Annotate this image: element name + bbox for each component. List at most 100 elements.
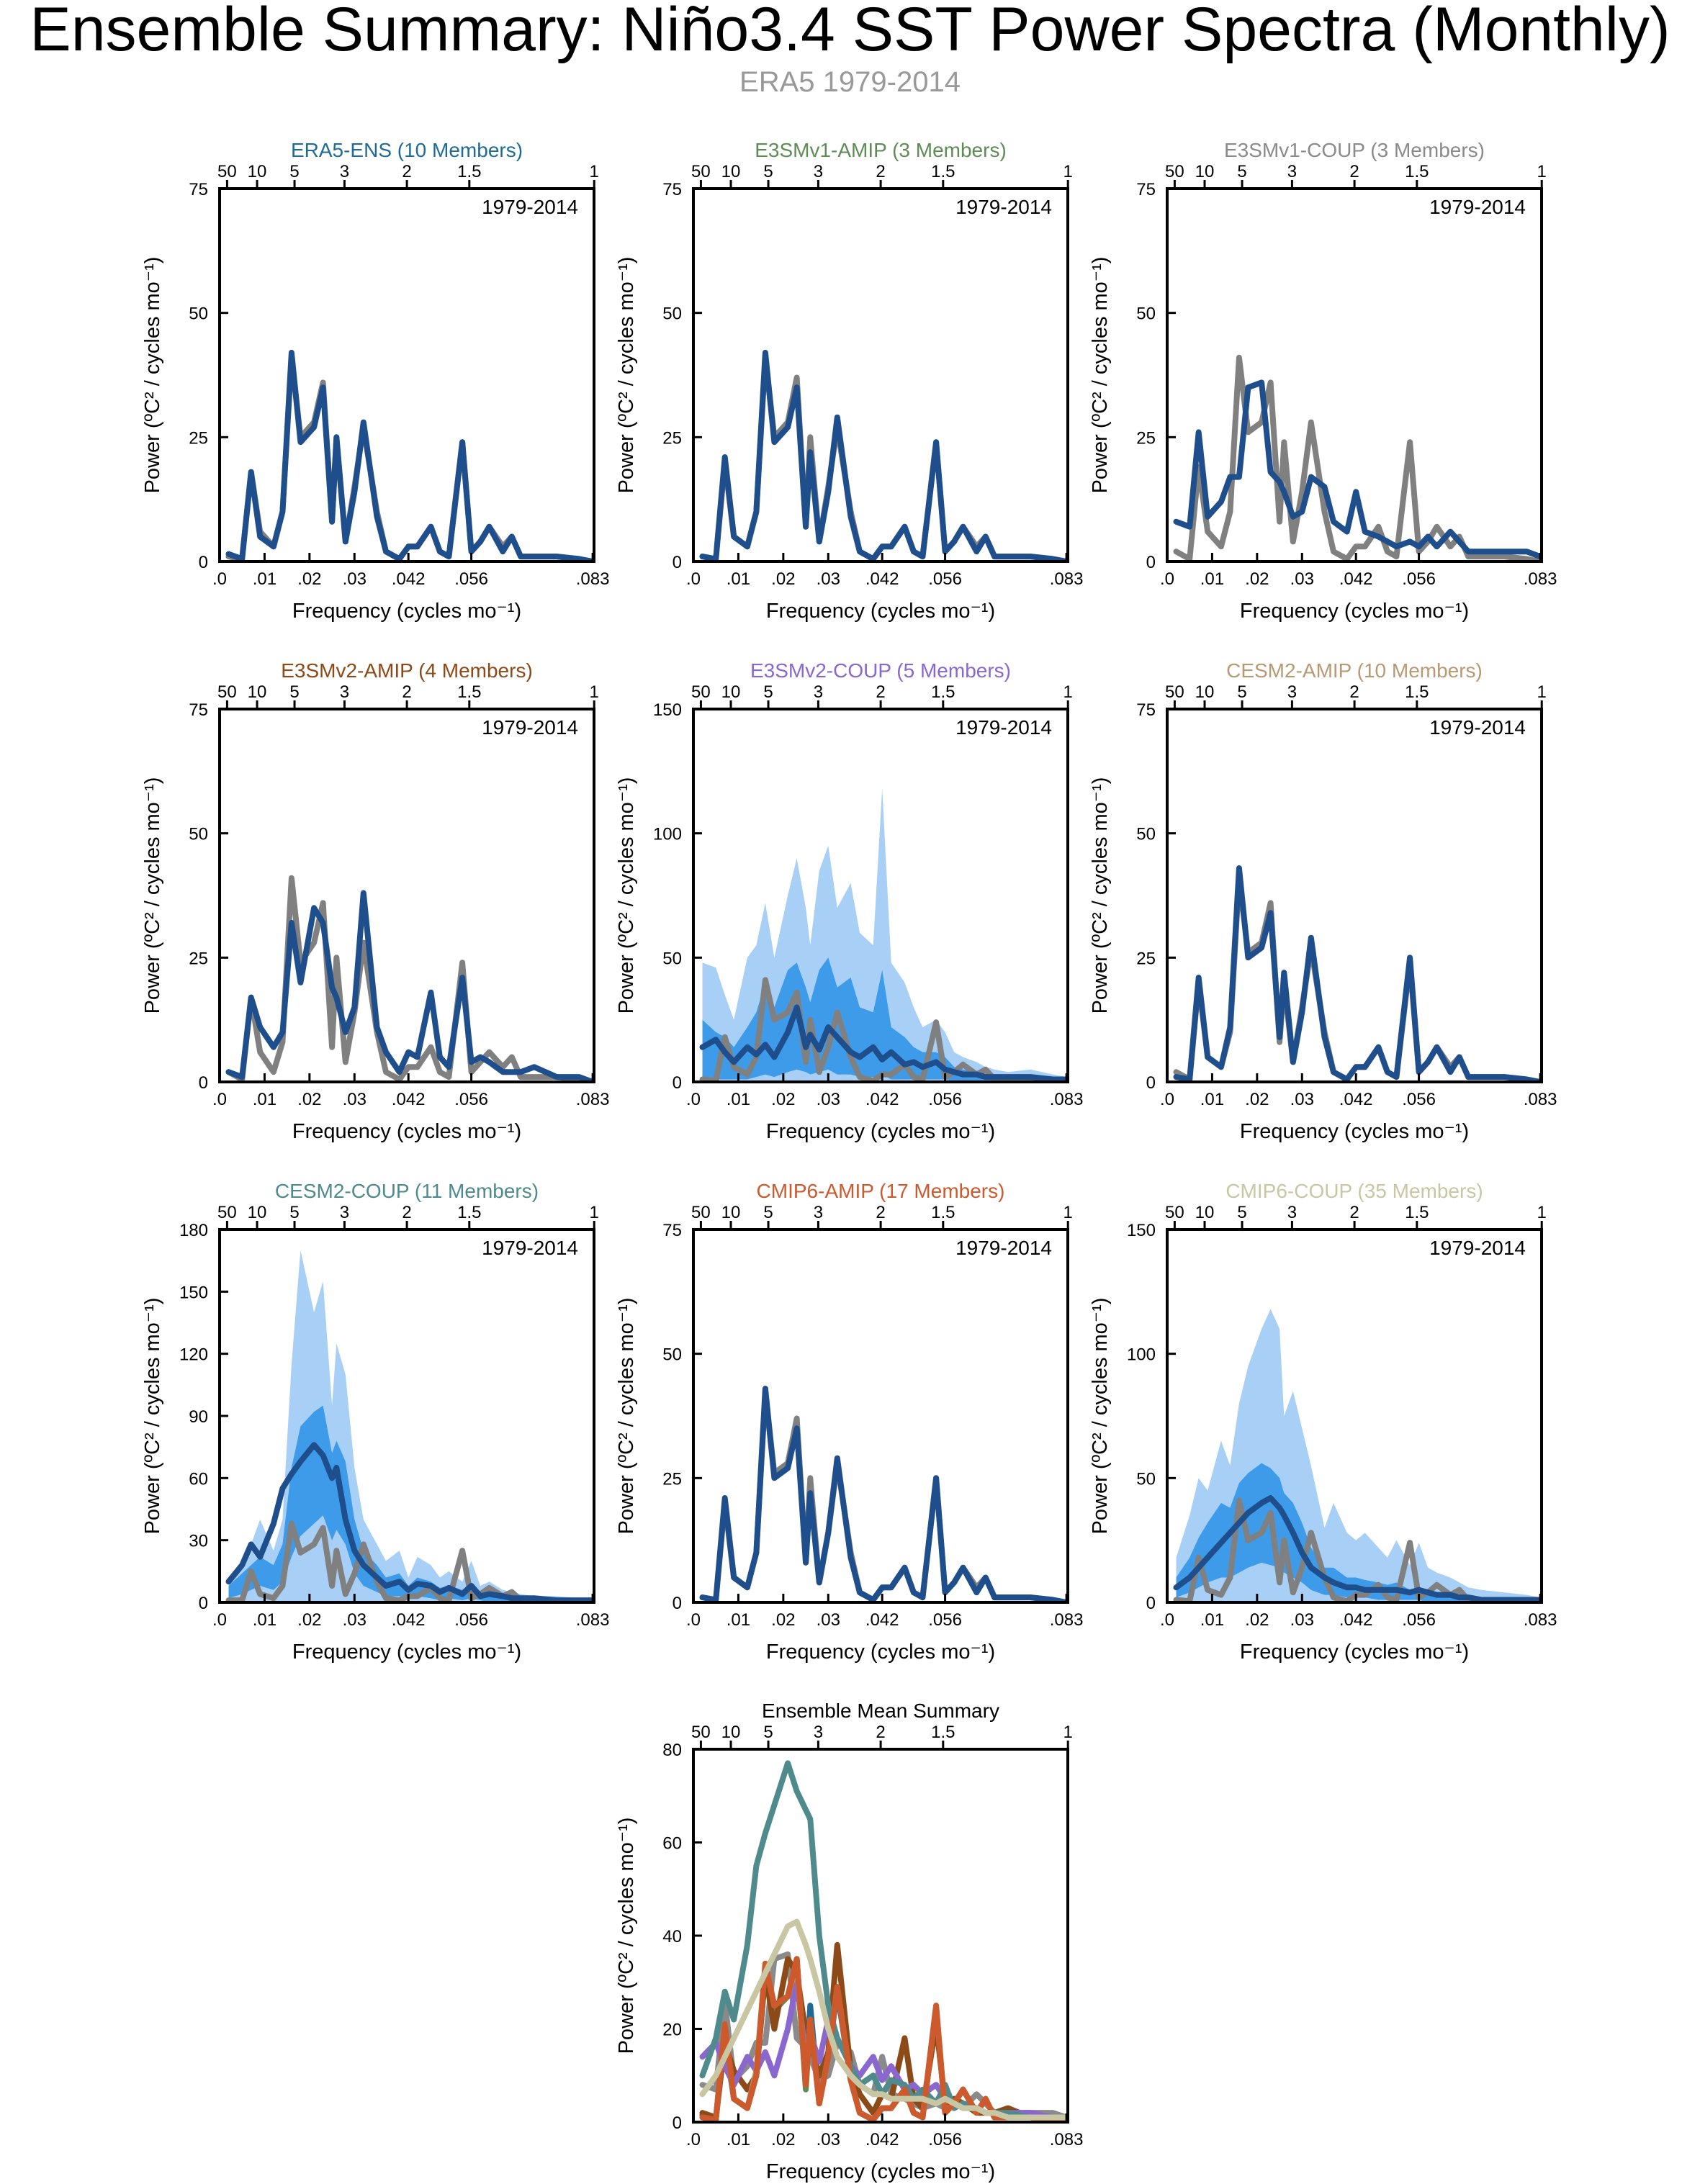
top-tick-label: 10: [1195, 162, 1215, 181]
y-tick-label: 150: [1127, 1221, 1156, 1240]
y-tick-label: 180: [179, 1221, 208, 1240]
x-tick-label: .0: [686, 1090, 701, 1109]
x-tick-label: .056: [1402, 1090, 1436, 1109]
x-tick-label: .03: [1290, 1610, 1314, 1630]
x-tick-label: .0: [686, 2130, 701, 2149]
top-tick-label: 2: [876, 162, 885, 181]
y-tick-label: 0: [1146, 1594, 1156, 1613]
x-tick-label: .083: [1050, 1090, 1084, 1109]
top-tick-label: 10: [248, 682, 267, 702]
top-tick-label: 2: [402, 1203, 411, 1222]
x-tick-label: .0: [212, 1610, 227, 1630]
y-axis-label: Power (ºC² / cycles mo⁻¹): [1089, 1298, 1112, 1535]
top-tick-label: 50: [691, 682, 711, 702]
panel-title: E3SMv1-AMIP (3 Members): [755, 139, 1007, 161]
x-tick-label: .042: [392, 569, 426, 589]
top-tick-label: 3: [814, 1723, 823, 1742]
top-tick-label: 3: [340, 162, 349, 181]
y-axis-label: Power (ºC² / cycles mo⁻¹): [615, 777, 638, 1014]
top-tick-label: 3: [1287, 162, 1297, 181]
x-tick-label: .01: [727, 2130, 750, 2149]
top-tick-label: 1: [590, 682, 599, 702]
top-tick-label: 1.5: [457, 162, 481, 181]
period-label: 1979-2014: [955, 196, 1052, 218]
series-line-cmip6-amip: [699, 1956, 1068, 2122]
x-tick-label: .083: [1524, 569, 1557, 589]
plot-frame: [218, 187, 595, 563]
plot-area: [699, 349, 1068, 561]
y-tick-label: 0: [673, 2113, 682, 2133]
x-tick-label: .0: [686, 569, 701, 589]
x-tick-label: .03: [817, 1610, 840, 1630]
x-axis-label: Frequency (cycles mo⁻¹): [292, 1641, 521, 1664]
period-label: 1979-2014: [1429, 196, 1526, 218]
x-tick-label: .02: [1245, 1610, 1269, 1630]
y-tick-label: 30: [189, 1532, 208, 1551]
panel-title: CESM2-AMIP (10 Members): [1226, 659, 1483, 682]
series-line-ensemble-mean: [1173, 379, 1542, 560]
x-tick-label: .042: [865, 1610, 899, 1630]
top-tick-label: 1: [1063, 1723, 1073, 1742]
y-tick-label: 100: [653, 825, 682, 844]
top-tick-label: 10: [721, 1203, 741, 1222]
top-tick-label: 2: [1349, 162, 1359, 181]
plot-area: [225, 875, 594, 1082]
x-tick-label: .042: [865, 1090, 899, 1109]
plot-area: [699, 1386, 1068, 1602]
top-tick-label: 1.5: [931, 162, 955, 181]
top-tick-label: 2: [876, 682, 885, 702]
x-tick-label: .02: [297, 1090, 321, 1109]
y-axis-label: Power (ºC² / cycles mo⁻¹): [141, 1298, 164, 1535]
x-tick-label: .03: [817, 1090, 840, 1109]
x-tick-label: .01: [1200, 1090, 1224, 1109]
x-tick-label: .083: [576, 1090, 610, 1109]
y-tick-label: 120: [179, 1345, 208, 1365]
series-line-ensemble-mean: [699, 349, 1068, 561]
x-tick-label: .0: [1160, 1090, 1174, 1109]
top-tick-label: 50: [217, 682, 237, 702]
x-tick-label: .056: [454, 1090, 488, 1109]
x-tick-label: .01: [253, 1610, 276, 1630]
x-tick-label: .042: [1339, 569, 1373, 589]
x-tick-label: .03: [343, 569, 366, 589]
plot-area: [225, 1250, 594, 1602]
top-tick-label: 50: [1165, 162, 1184, 181]
x-tick-label: .056: [928, 2130, 962, 2149]
top-tick-label: 5: [763, 1203, 773, 1222]
top-tick-label: 1.5: [931, 1203, 955, 1222]
y-tick-label: 0: [673, 553, 682, 572]
y-tick-label: 75: [662, 1221, 682, 1240]
panel-title: Ensemble Mean Summary: [762, 1700, 999, 1722]
y-tick-label: 50: [1136, 825, 1156, 844]
y-tick-label: 100: [1127, 1345, 1156, 1365]
y-tick-label: 0: [199, 1073, 208, 1093]
top-tick-label: 50: [1165, 682, 1184, 702]
y-tick-label: 50: [189, 304, 208, 324]
x-tick-label: .083: [1050, 569, 1084, 589]
y-tick-label: 75: [1136, 700, 1156, 720]
x-tick-label: .0: [1160, 1610, 1174, 1630]
x-tick-label: .02: [297, 1610, 321, 1630]
top-tick-label: 2: [1349, 682, 1359, 702]
y-axis-label: Power (ºC² / cycles mo⁻¹): [1089, 777, 1112, 1014]
y-tick-label: 50: [662, 949, 682, 968]
x-tick-label: .03: [343, 1090, 366, 1109]
x-tick-label: .056: [1402, 569, 1436, 589]
series-line-ensemble-mean: [1173, 1495, 1542, 1602]
top-tick-label: 2: [876, 1203, 885, 1222]
top-tick-label: 1.5: [1405, 1203, 1429, 1222]
top-tick-label: 2: [402, 682, 411, 702]
top-tick-label: 50: [691, 162, 711, 181]
series-line-ensemble-mean: [699, 1386, 1068, 1602]
panel-title: E3SMv2-AMIP (4 Members): [281, 659, 533, 682]
y-tick-label: 150: [179, 1283, 208, 1302]
x-tick-label: .056: [928, 1090, 962, 1109]
panel-title: CMIP6-COUP (35 Members): [1225, 1180, 1483, 1202]
x-tick-label: .02: [1245, 1090, 1269, 1109]
top-tick-label: 1: [1537, 162, 1547, 181]
x-tick-label: .0: [212, 569, 227, 589]
